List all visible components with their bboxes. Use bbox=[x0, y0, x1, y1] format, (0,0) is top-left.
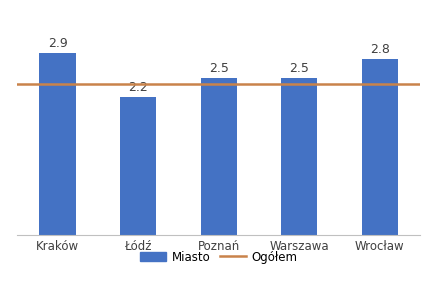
Text: 2.9: 2.9 bbox=[48, 37, 68, 50]
Text: 2.5: 2.5 bbox=[209, 62, 229, 75]
Bar bbox=[120, 97, 156, 235]
Bar bbox=[362, 59, 398, 235]
Text: 2.2: 2.2 bbox=[128, 81, 148, 94]
Text: 2.8: 2.8 bbox=[370, 43, 390, 57]
Bar bbox=[39, 53, 76, 235]
Bar bbox=[281, 78, 317, 235]
Legend: Miasto, Ogółem: Miasto, Ogółem bbox=[135, 246, 302, 268]
Text: 2.5: 2.5 bbox=[289, 62, 309, 75]
Bar bbox=[200, 78, 237, 235]
